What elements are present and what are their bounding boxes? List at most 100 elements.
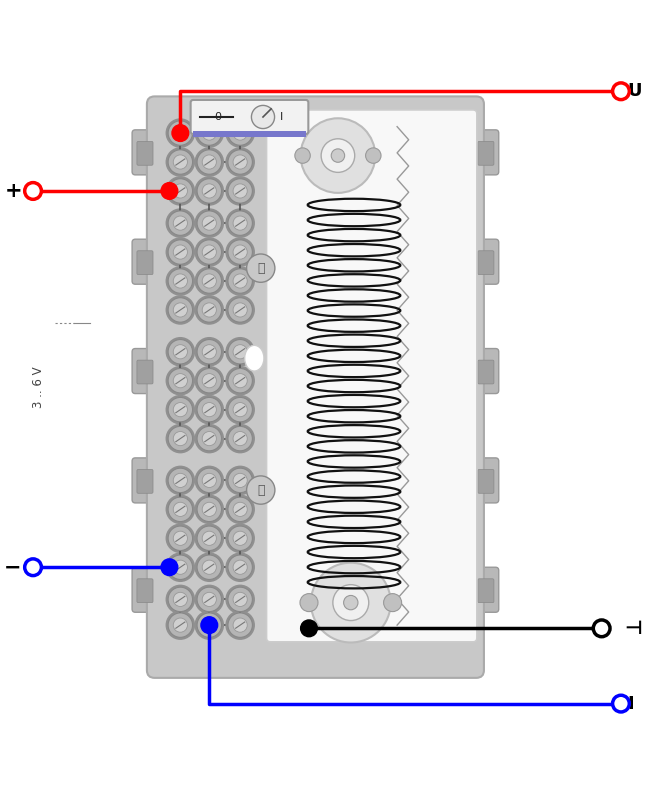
Circle shape [228, 269, 252, 294]
Circle shape [166, 585, 195, 614]
Circle shape [233, 274, 247, 288]
Text: +: + [5, 181, 23, 201]
Circle shape [166, 366, 195, 395]
Circle shape [173, 560, 188, 574]
FancyBboxPatch shape [473, 349, 499, 394]
FancyBboxPatch shape [267, 110, 477, 642]
Circle shape [166, 208, 195, 238]
Circle shape [197, 555, 221, 579]
FancyBboxPatch shape [478, 360, 494, 384]
Circle shape [197, 211, 221, 235]
Circle shape [168, 555, 193, 579]
Circle shape [168, 426, 193, 451]
Circle shape [225, 366, 255, 395]
Circle shape [613, 695, 630, 712]
Circle shape [203, 402, 216, 417]
Circle shape [593, 620, 610, 637]
Circle shape [195, 208, 224, 238]
Circle shape [197, 497, 221, 522]
Circle shape [233, 502, 247, 517]
FancyBboxPatch shape [478, 250, 494, 274]
Circle shape [225, 553, 255, 582]
Circle shape [228, 468, 252, 493]
Circle shape [228, 339, 252, 364]
Circle shape [195, 494, 224, 524]
Circle shape [225, 523, 255, 553]
Circle shape [166, 466, 195, 495]
Circle shape [197, 269, 221, 294]
Circle shape [173, 126, 188, 140]
Circle shape [252, 106, 274, 129]
Circle shape [195, 266, 224, 296]
FancyBboxPatch shape [132, 349, 158, 394]
Circle shape [197, 178, 221, 203]
Circle shape [203, 184, 216, 198]
Circle shape [203, 345, 216, 359]
Circle shape [228, 211, 252, 235]
Circle shape [173, 402, 188, 417]
Circle shape [168, 178, 193, 203]
Circle shape [233, 184, 247, 198]
Circle shape [161, 182, 178, 199]
Circle shape [366, 148, 381, 163]
Circle shape [301, 620, 317, 637]
Circle shape [228, 613, 252, 638]
Circle shape [197, 526, 221, 550]
Circle shape [166, 395, 195, 425]
Circle shape [197, 587, 221, 612]
Circle shape [166, 610, 195, 640]
Circle shape [166, 238, 195, 267]
Circle shape [233, 431, 247, 446]
Circle shape [197, 369, 221, 393]
Circle shape [168, 587, 193, 612]
Circle shape [197, 121, 221, 146]
Circle shape [203, 560, 216, 574]
Circle shape [172, 125, 189, 142]
Circle shape [203, 618, 216, 632]
Circle shape [195, 610, 224, 640]
Circle shape [173, 592, 188, 606]
Circle shape [233, 126, 247, 140]
Circle shape [173, 502, 188, 517]
Circle shape [225, 610, 255, 640]
Circle shape [173, 531, 188, 546]
Circle shape [25, 559, 41, 575]
Circle shape [195, 395, 224, 425]
Circle shape [195, 523, 224, 553]
Circle shape [195, 424, 224, 454]
Circle shape [233, 531, 247, 546]
Circle shape [333, 585, 369, 621]
FancyBboxPatch shape [478, 470, 494, 494]
Circle shape [300, 594, 318, 612]
Circle shape [195, 147, 224, 177]
Circle shape [168, 526, 193, 550]
FancyBboxPatch shape [191, 100, 309, 134]
Circle shape [225, 266, 255, 296]
Text: ⏚: ⏚ [257, 483, 265, 497]
Circle shape [233, 303, 247, 317]
Circle shape [228, 587, 252, 612]
Circle shape [203, 374, 216, 388]
Text: 3 .. 6 V: 3 .. 6 V [32, 366, 45, 408]
Circle shape [195, 366, 224, 395]
Circle shape [613, 83, 630, 100]
Circle shape [203, 303, 216, 317]
Circle shape [173, 303, 188, 317]
Circle shape [161, 559, 178, 575]
Circle shape [166, 553, 195, 582]
Circle shape [228, 398, 252, 422]
Circle shape [168, 211, 193, 235]
Circle shape [311, 562, 391, 642]
Circle shape [166, 147, 195, 177]
Text: I: I [628, 694, 634, 713]
Circle shape [203, 126, 216, 140]
Circle shape [195, 118, 224, 148]
Circle shape [225, 238, 255, 267]
Circle shape [233, 155, 247, 169]
Circle shape [203, 592, 216, 606]
Circle shape [168, 468, 193, 493]
Text: U: U [628, 82, 642, 100]
Circle shape [197, 240, 221, 264]
FancyBboxPatch shape [147, 97, 484, 678]
Circle shape [233, 618, 247, 632]
